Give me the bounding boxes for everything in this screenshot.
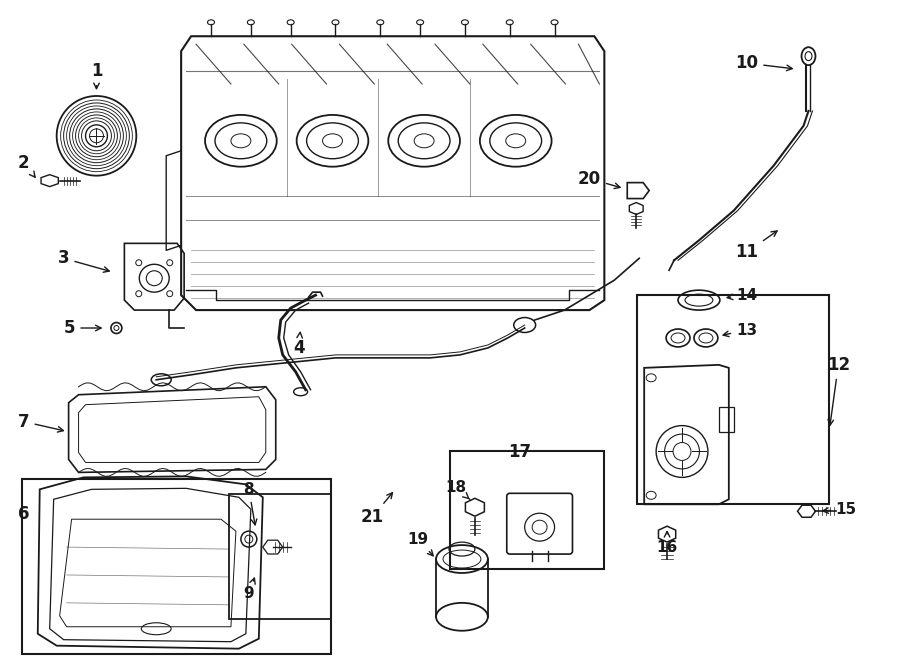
Bar — [637, 295, 830, 504]
Text: 14: 14 — [727, 288, 757, 303]
Text: 8: 8 — [244, 482, 256, 525]
Text: 19: 19 — [408, 531, 433, 556]
Text: 18: 18 — [446, 480, 470, 500]
Text: 3: 3 — [58, 249, 109, 272]
Text: 7: 7 — [18, 412, 63, 432]
Text: 1: 1 — [91, 62, 103, 89]
Text: 11: 11 — [735, 231, 777, 261]
Text: 20: 20 — [578, 170, 620, 188]
Text: 2: 2 — [18, 154, 35, 177]
Bar — [229, 494, 330, 619]
Bar — [22, 479, 330, 654]
Text: 9: 9 — [244, 578, 256, 602]
Text: 16: 16 — [656, 531, 678, 555]
Text: 4: 4 — [292, 332, 304, 357]
Text: 21: 21 — [361, 492, 392, 526]
Text: 15: 15 — [823, 502, 857, 517]
Text: 13: 13 — [723, 323, 757, 338]
Text: 10: 10 — [735, 54, 792, 72]
Text: 6: 6 — [18, 505, 30, 524]
Bar — [450, 451, 604, 569]
Text: 12: 12 — [827, 356, 850, 425]
Bar — [719, 407, 733, 432]
Text: 5: 5 — [64, 319, 101, 337]
Text: 17: 17 — [508, 444, 531, 461]
